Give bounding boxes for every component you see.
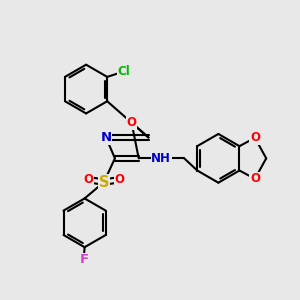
Text: O: O — [127, 116, 136, 129]
Text: Cl: Cl — [117, 65, 130, 78]
Text: O: O — [114, 173, 124, 186]
Text: S: S — [99, 175, 109, 190]
Text: NH: NH — [152, 152, 171, 165]
Text: N: N — [100, 131, 112, 144]
Text: O: O — [250, 172, 260, 185]
Text: O: O — [83, 173, 94, 186]
Text: F: F — [80, 253, 88, 266]
Text: O: O — [250, 131, 260, 144]
